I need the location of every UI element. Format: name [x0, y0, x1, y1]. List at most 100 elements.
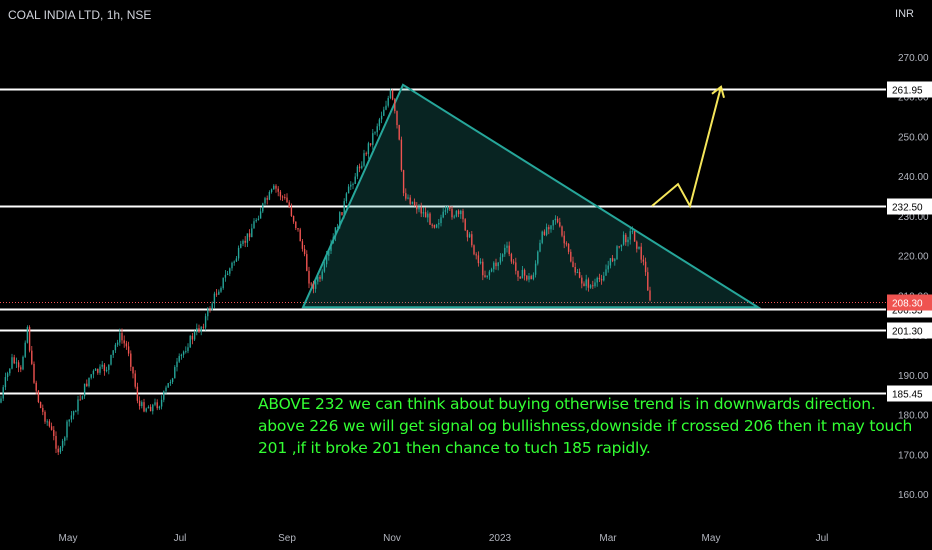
candle-body	[464, 219, 466, 231]
candle-body	[636, 241, 638, 249]
candle-body	[603, 275, 605, 281]
price-tick-label: 180.00	[898, 411, 929, 422]
time-tick-label: May	[702, 533, 721, 544]
candle-body	[242, 240, 244, 244]
candle-body	[638, 246, 640, 249]
candle-body	[442, 211, 444, 218]
candle-body	[341, 212, 343, 216]
candle-body	[176, 361, 178, 368]
candle-body	[493, 262, 495, 270]
candle-body	[532, 274, 535, 280]
triangle-pattern[interactable]	[301, 83, 762, 309]
candle-body	[143, 402, 145, 412]
candle-body	[57, 448, 59, 453]
candle-body	[528, 276, 530, 280]
candle-body	[178, 356, 180, 362]
candle-body	[526, 275, 528, 280]
candle-body	[310, 283, 312, 285]
candle-body	[611, 258, 614, 262]
candle-body	[68, 419, 70, 422]
price-level-tag-label: 261.95	[892, 86, 923, 97]
candle-body	[15, 362, 18, 364]
candle-body	[482, 261, 484, 276]
candle-body	[508, 245, 510, 255]
candle-body	[402, 170, 405, 194]
candle-body	[112, 350, 114, 355]
candle-body	[523, 269, 526, 276]
candle-body	[158, 406, 161, 409]
candle-body	[537, 251, 539, 264]
candle-body	[460, 210, 462, 215]
analysis-line-1: ABOVE 232 we can think about buying othe…	[258, 395, 876, 413]
candle-body	[556, 218, 559, 223]
time-tick-label: Nov	[383, 533, 401, 544]
time-tick-label: Jul	[816, 533, 829, 544]
candle-body	[226, 273, 229, 275]
candle-body	[101, 364, 103, 367]
candle-body	[262, 203, 264, 212]
price-level-tag	[887, 198, 932, 215]
analysis-line-3: 201 ,if it broke 201 then chance to tuch…	[258, 439, 651, 457]
candle-body	[506, 245, 508, 248]
candle-body	[620, 244, 623, 247]
candle-body	[616, 246, 618, 260]
candle-body	[321, 271, 323, 279]
price-labels: 261.95 232.50 206.55 201.30 185.45 208.30	[887, 81, 932, 402]
current-price-tag	[887, 294, 932, 311]
candle-body	[517, 270, 519, 277]
horizontal-levels[interactable]	[0, 88, 886, 395]
candle-body	[449, 206, 451, 209]
candle-body	[237, 247, 240, 259]
candle-body	[97, 368, 99, 373]
candle-body	[440, 217, 442, 224]
candle-body	[59, 447, 62, 453]
candle-body	[451, 208, 453, 218]
candle-body	[244, 240, 246, 243]
candle-body	[264, 198, 266, 204]
candle-body	[350, 184, 352, 187]
currency-label: INR	[895, 8, 914, 20]
candle-body	[253, 221, 255, 229]
candle-body	[552, 220, 554, 226]
candle-body	[81, 396, 84, 400]
candle-body	[2, 387, 4, 399]
candle-body	[35, 382, 37, 391]
candle-body	[574, 266, 576, 273]
candle-body	[169, 381, 172, 384]
candle-body	[380, 115, 383, 120]
candle-body	[330, 243, 332, 251]
candle-body	[424, 212, 427, 218]
price-tick-label: 270.00	[898, 53, 929, 64]
candle-body	[145, 408, 147, 412]
candle-body	[22, 356, 24, 370]
candle-body	[251, 228, 253, 238]
candle-body	[572, 261, 574, 267]
projection-arrow[interactable]	[651, 85, 725, 209]
candle-body	[543, 231, 546, 235]
candle-body	[88, 377, 90, 387]
candle-body	[86, 383, 88, 387]
price-level-tag	[887, 81, 932, 98]
candle-body	[539, 242, 541, 252]
candle-body	[70, 415, 73, 420]
price-level-tag-label: 185.45	[892, 390, 923, 401]
candle-body	[182, 351, 185, 355]
candle-body	[429, 213, 431, 225]
candle-body	[20, 367, 22, 370]
candle-body	[196, 328, 198, 333]
candle-body	[578, 272, 581, 278]
candle-body	[581, 277, 583, 284]
candle-body	[211, 303, 213, 310]
candle-body	[363, 153, 365, 166]
analysis-note[interactable]: ABOVE 232 we can think about buying othe…	[258, 393, 912, 459]
candle-body	[334, 227, 337, 238]
candle-body	[420, 207, 422, 214]
candle-body	[99, 366, 101, 373]
candle-body	[323, 264, 326, 272]
candle-body	[471, 234, 473, 246]
candle-body	[286, 197, 288, 203]
candle-body	[376, 126, 378, 133]
candle-body	[565, 243, 568, 245]
candle-body	[497, 262, 499, 267]
